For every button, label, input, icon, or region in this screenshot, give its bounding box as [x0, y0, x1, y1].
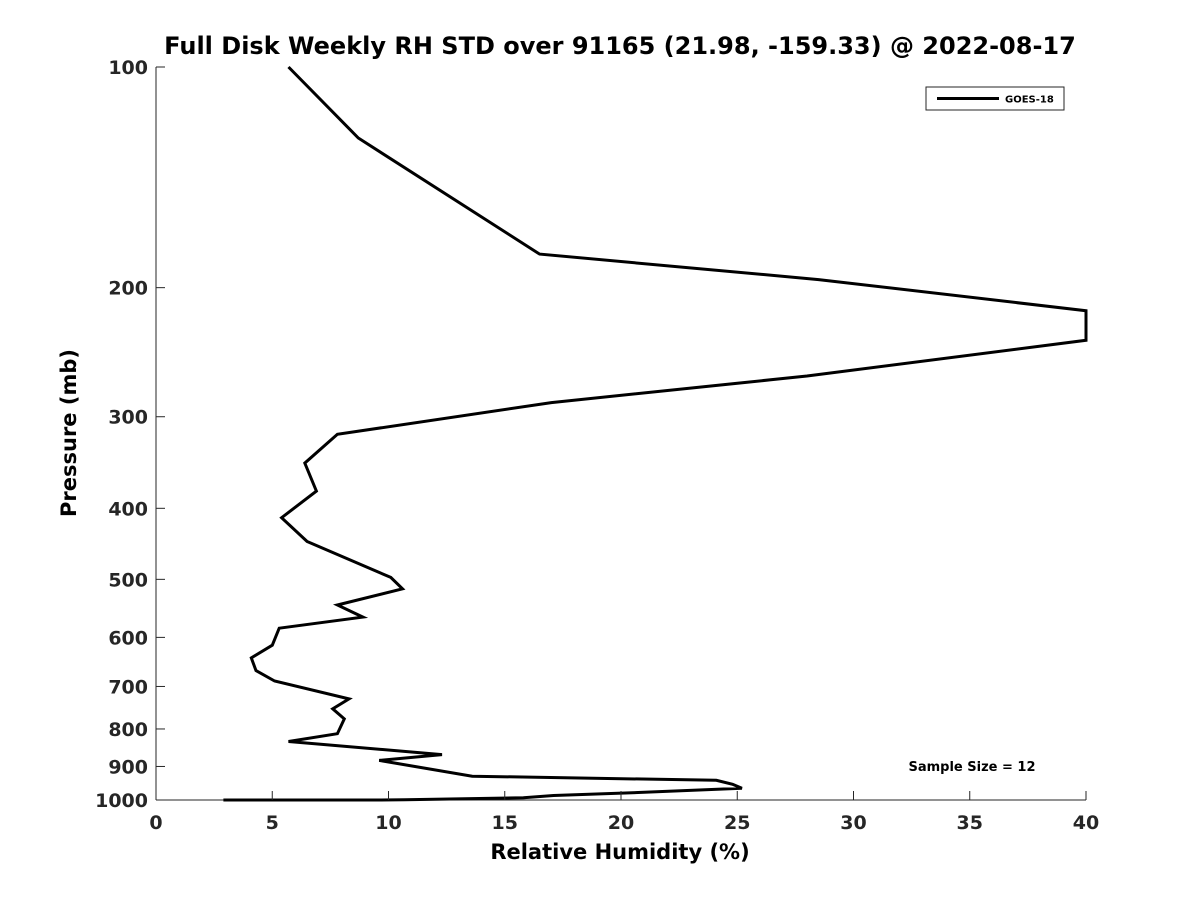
- y-tick-label: 100: [108, 57, 148, 79]
- y-axis-label: Pressure (mb): [57, 349, 81, 517]
- y-axis: 100 200 300 400 500 600 700 800 900 1000: [95, 57, 165, 812]
- sample-size-annotation: Sample Size = 12: [908, 760, 1035, 775]
- legend-label: GOES-18: [1005, 95, 1054, 106]
- y-tick-label: 1000: [95, 790, 148, 812]
- chart-title: Full Disk Weekly RH STD over 91165 (21.9…: [164, 32, 1076, 60]
- legend: GOES-18: [925, 86, 1065, 111]
- y-tick-label: 400: [108, 498, 148, 520]
- x-axis-label: Relative Humidity (%): [490, 840, 749, 864]
- y-tick-label: 600: [108, 627, 148, 649]
- y-tick-label: 500: [108, 569, 148, 591]
- x-axis: 0 5 10 15 20 25 30 35 40: [149, 791, 1099, 834]
- x-tick-label: 5: [266, 812, 279, 834]
- x-tick-label: 35: [957, 812, 983, 834]
- y-tick-label: 800: [108, 719, 148, 741]
- x-tick-label: 20: [608, 812, 634, 834]
- series-line-goes-18: [223, 65, 1088, 802]
- x-tick-label: 10: [375, 812, 401, 834]
- x-tick-label: 40: [1073, 812, 1099, 834]
- y-tick-label: 700: [108, 676, 148, 698]
- y-tick-label: 300: [108, 407, 148, 429]
- x-tick-label: 0: [149, 812, 162, 834]
- x-tick-label: 25: [724, 812, 750, 834]
- y-tick-label: 900: [108, 756, 148, 778]
- y-tick-label: 200: [108, 278, 148, 300]
- x-tick-label: 30: [840, 812, 866, 834]
- x-tick-label: 15: [492, 812, 518, 834]
